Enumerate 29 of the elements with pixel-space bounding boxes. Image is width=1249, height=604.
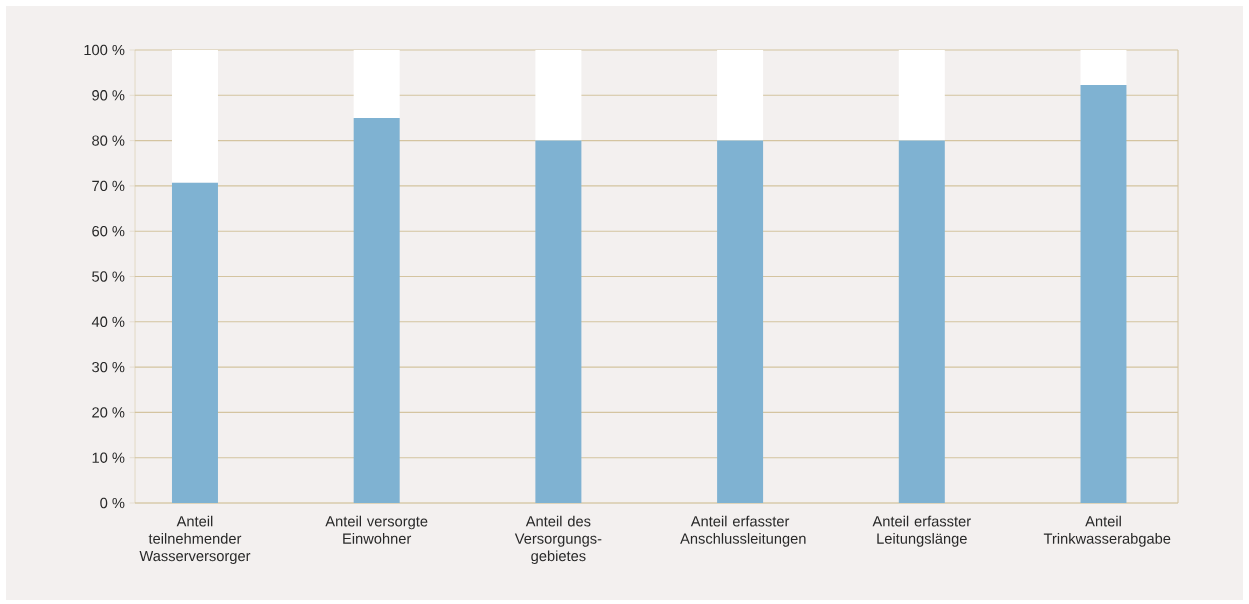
y-tick-label: 10 % bbox=[92, 452, 125, 463]
y-tick-label: 70 % bbox=[92, 180, 125, 192]
bar bbox=[898, 50, 945, 141]
bar bbox=[171, 50, 218, 183]
y-tick-label: 30 % bbox=[92, 361, 125, 373]
y-tick-label: 90 % bbox=[92, 90, 125, 101]
bar bbox=[1080, 50, 1127, 85]
y-tick-label: 80 % bbox=[92, 135, 125, 146]
x-tick-label: Anteil erfasster Anschlussleitungen bbox=[680, 515, 806, 547]
y-tick-label: 100 % bbox=[84, 44, 125, 56]
bar bbox=[898, 140, 945, 503]
y-tick-label: 50 % bbox=[92, 271, 125, 282]
bar bbox=[353, 50, 400, 118]
bar bbox=[353, 117, 400, 503]
x-tick-label: Anteil Trinkwasserabgabe bbox=[1043, 515, 1171, 547]
bar bbox=[171, 182, 218, 503]
bar bbox=[717, 50, 764, 141]
y-tick-label: 40 % bbox=[91, 316, 125, 327]
x-tick-label: Anteil des Versorgungs-gebietes bbox=[514, 515, 602, 565]
y-tick-label: 0 % bbox=[100, 497, 125, 509]
y-tick-label: 60 % bbox=[92, 226, 125, 237]
y-tick-label: 20 % bbox=[92, 407, 125, 418]
bar bbox=[535, 140, 582, 503]
bar bbox=[717, 140, 764, 503]
x-tick-label: Anteil teilnehmender Wasserversorger bbox=[139, 515, 251, 565]
x-tick-label: Anteil erfasster Leitungslänge bbox=[872, 515, 971, 547]
bar bbox=[535, 50, 582, 141]
x-tick-label: Anteil versorgte Einwohner bbox=[325, 515, 428, 544]
bar bbox=[1080, 84, 1127, 503]
